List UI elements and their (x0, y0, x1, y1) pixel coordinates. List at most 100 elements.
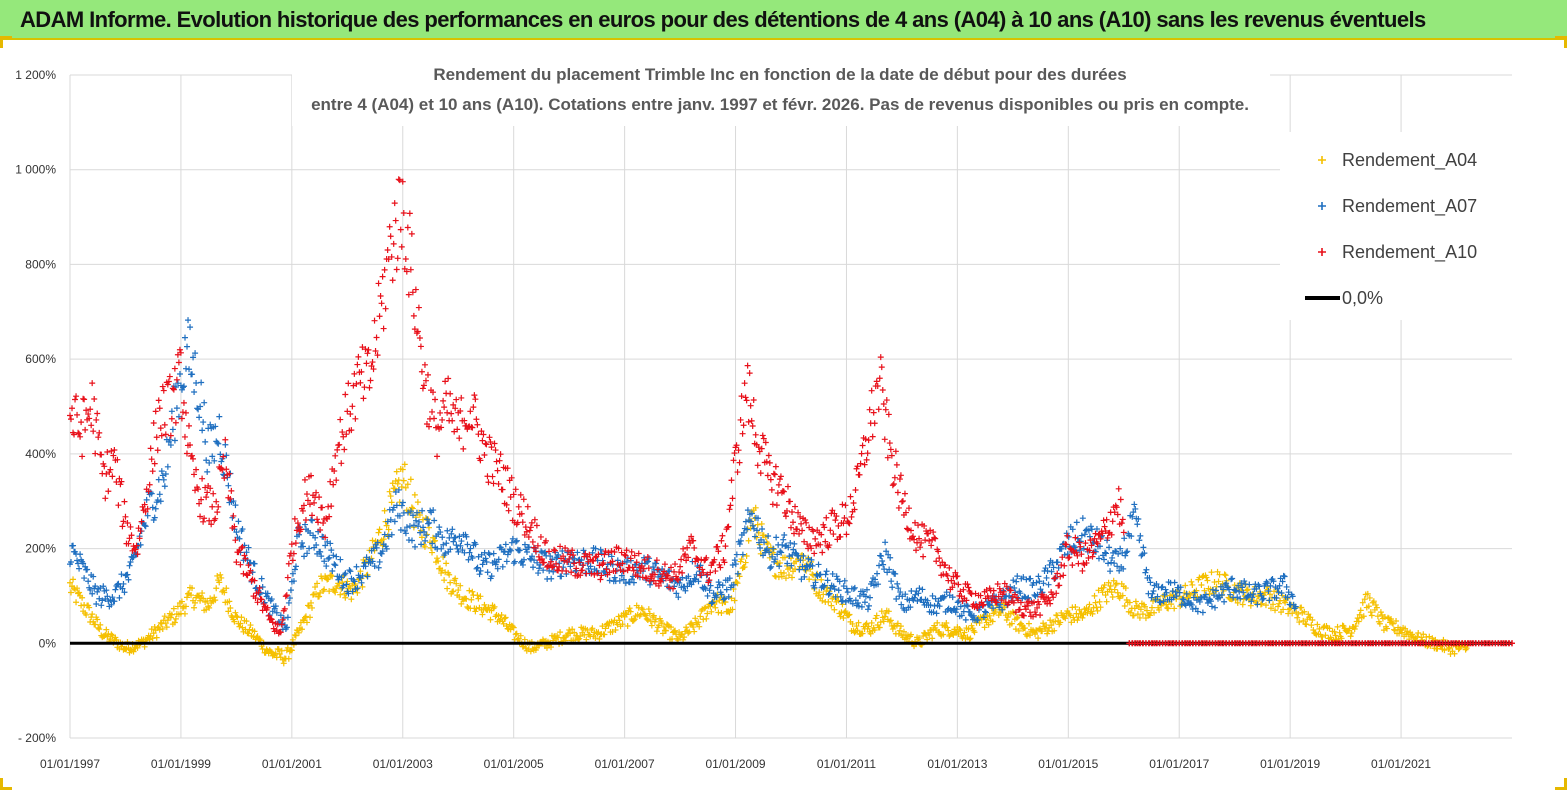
a10-point (1115, 485, 1122, 492)
a07-point (370, 545, 377, 552)
a07-point (1132, 505, 1139, 512)
a04-point (199, 590, 206, 597)
a04-point (1275, 603, 1282, 610)
a10-point (223, 466, 230, 473)
a07-point (180, 383, 187, 390)
a04-point (1008, 620, 1015, 627)
a10-point (177, 349, 184, 356)
a10-point (404, 224, 411, 231)
a04-point (1364, 590, 1371, 597)
a10-point (1102, 527, 1109, 534)
a07-point (1239, 584, 1246, 591)
a04-point (400, 477, 407, 484)
a04-point (985, 621, 992, 628)
a04-point (213, 585, 220, 592)
a04-point (344, 578, 351, 585)
a10-point (672, 561, 679, 568)
a10-point (441, 404, 448, 411)
a04-point (233, 613, 240, 620)
a07-point (529, 553, 536, 560)
a07-point (725, 593, 732, 600)
a10-point (601, 551, 608, 558)
a07-point (540, 567, 547, 574)
a10-point (1092, 530, 1099, 537)
a10-point (740, 422, 747, 429)
a04-point (501, 615, 508, 622)
a10-point (454, 426, 461, 433)
a07-point (580, 547, 587, 554)
a10-point (395, 176, 402, 183)
a10-point (186, 442, 193, 449)
a04-point (1163, 601, 1170, 608)
a10-point (682, 551, 689, 558)
a10-point (553, 560, 560, 567)
a07-point (409, 512, 416, 519)
a04-point (1399, 629, 1406, 636)
a10-point (1064, 532, 1071, 539)
a07-point (755, 515, 762, 522)
a07-point (530, 564, 537, 571)
a10-point (489, 473, 496, 480)
a04-point (1143, 607, 1150, 614)
a04-point (569, 626, 576, 633)
a04-point (1215, 578, 1222, 585)
a04-point (221, 589, 228, 596)
a10-point (592, 554, 599, 561)
a10-point (606, 569, 613, 576)
a10-point (899, 498, 906, 505)
a04-point (945, 627, 952, 634)
a04-point (1109, 594, 1116, 601)
x-tick-label: 01/01/2007 (595, 757, 655, 771)
a07-point (691, 575, 698, 582)
a04-point (447, 579, 454, 586)
a04-point (1296, 619, 1303, 626)
a04-point (626, 605, 633, 612)
a10-point (201, 515, 208, 522)
a10-point (799, 527, 806, 534)
a04-point (1262, 602, 1269, 609)
a04-point (1216, 571, 1223, 578)
a07-point (317, 548, 324, 555)
a04-point (631, 616, 638, 623)
a04-point (1110, 577, 1117, 584)
a07-point (87, 586, 94, 593)
a07-point (1221, 598, 1228, 605)
a10-point (917, 544, 924, 551)
a10-point (452, 405, 459, 412)
a07-point (872, 576, 879, 583)
a04-point (673, 631, 680, 638)
a07-point (858, 603, 865, 610)
a10-point (1017, 599, 1024, 606)
a04-point (513, 630, 520, 637)
a07-point (388, 531, 395, 538)
a10-point (988, 597, 995, 604)
a10-point (664, 572, 671, 579)
a10-point (1104, 534, 1111, 541)
a10-point (856, 471, 863, 478)
a07-point (1023, 576, 1030, 583)
a04-point (1366, 594, 1373, 601)
a10-point (411, 326, 418, 333)
axis-labels-layer: - 200%0%200%400%600%800%1 000%1 200%01/0… (15, 68, 1431, 771)
a04-point (997, 609, 1004, 616)
a10-point (150, 419, 157, 426)
a07-point (1011, 585, 1018, 592)
a07-point (199, 427, 206, 434)
a10-point (748, 417, 755, 424)
a07-point (519, 561, 526, 568)
a10-point (437, 409, 444, 416)
a04-point (407, 476, 414, 483)
a10-point (226, 470, 233, 477)
a07-point (559, 548, 566, 555)
a07-point (346, 567, 353, 574)
a10-point (652, 580, 659, 587)
a10-point (309, 512, 316, 519)
a07-point (1149, 590, 1156, 597)
a07-point (703, 572, 710, 579)
a04-point (669, 636, 676, 643)
a10-point (679, 569, 686, 576)
a04-point (455, 587, 462, 594)
a10-point (703, 554, 710, 561)
a10-point (508, 474, 515, 481)
a07-point (970, 612, 977, 619)
